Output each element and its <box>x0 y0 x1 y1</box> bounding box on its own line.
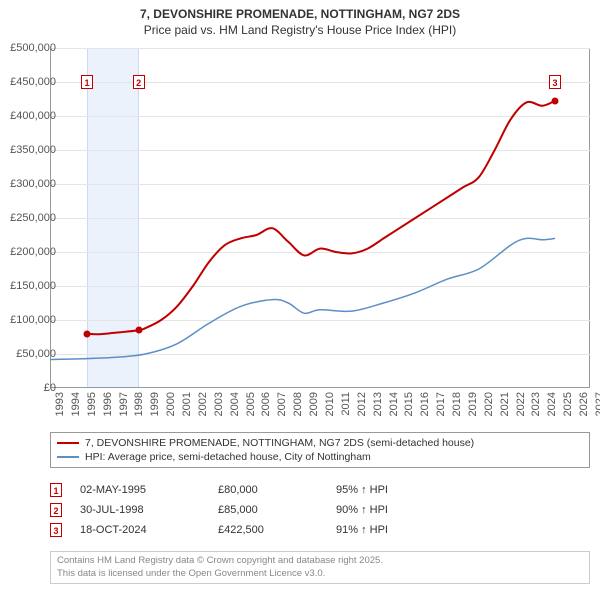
x-tick-label: 2013 <box>372 392 384 416</box>
sales-hpi: 90% ↑ HPI <box>336 504 456 516</box>
price-marker-dot <box>135 327 142 334</box>
x-tick-label: 2021 <box>499 392 511 416</box>
sales-marker: 3 <box>50 523 62 537</box>
y-tick-label: £100,000 <box>6 314 56 326</box>
chart-area: 1 2 3 <box>50 48 590 388</box>
sales-marker: 1 <box>50 483 62 497</box>
legend-swatch <box>57 456 79 458</box>
x-tick-label: 2010 <box>324 392 336 416</box>
x-tick-label: 2027 <box>594 392 600 416</box>
sales-date: 18-OCT-2024 <box>80 524 200 536</box>
y-tick-label: £200,000 <box>6 246 56 258</box>
legend: 7, DEVONSHIRE PROMENADE, NOTTINGHAM, NG7… <box>50 432 590 468</box>
legend-item: 7, DEVONSHIRE PROMENADE, NOTTINGHAM, NG7… <box>57 436 583 450</box>
y-tick-label: £500,000 <box>6 42 56 54</box>
sales-table: 1 02-MAY-1995 £80,000 95% ↑ HPI 2 30-JUL-1998… <box>50 480 590 540</box>
y-tick-label: £450,000 <box>6 76 56 88</box>
x-tick-label: 1995 <box>86 392 98 416</box>
sales-price: £80,000 <box>218 484 318 496</box>
chart-title: 7, DEVONSHIRE PROMENADE, NOTTINGHAM, NG7… <box>0 0 600 38</box>
x-tick-label: 1998 <box>133 392 145 416</box>
x-tick-label: 2015 <box>403 392 415 416</box>
sales-hpi: 91% ↑ HPI <box>336 524 456 536</box>
x-tick-label: 1993 <box>54 392 66 416</box>
x-tick-label: 2025 <box>562 392 574 416</box>
price-marker-box: 3 <box>549 75 561 89</box>
sales-date: 02-MAY-1995 <box>80 484 200 496</box>
legend-label: 7, DEVONSHIRE PROMENADE, NOTTINGHAM, NG7… <box>85 437 474 449</box>
footer-attribution: Contains HM Land Registry data © Crown c… <box>50 551 590 584</box>
x-tick-label: 1999 <box>149 392 161 416</box>
price-marker-box: 2 <box>133 75 145 89</box>
y-tick-label: £50,000 <box>6 348 56 360</box>
y-tick-label: £0 <box>6 382 56 394</box>
title-line-1: 7, DEVONSHIRE PROMENADE, NOTTINGHAM, NG7… <box>0 6 600 22</box>
x-tick-label: 2019 <box>467 392 479 416</box>
x-tick-label: 2004 <box>229 392 241 416</box>
x-tick-label: 2003 <box>213 392 225 416</box>
x-tick-label: 2024 <box>546 392 558 416</box>
legend-item: HPI: Average price, semi-detached house,… <box>57 450 583 464</box>
x-tick-label: 2000 <box>165 392 177 416</box>
x-tick-label: 1996 <box>102 392 114 416</box>
x-tick-label: 2016 <box>419 392 431 416</box>
x-tick-label: 2022 <box>515 392 527 416</box>
y-tick-label: £300,000 <box>6 178 56 190</box>
y-tick-label: £150,000 <box>6 280 56 292</box>
sales-date: 30-JUL-1998 <box>80 504 200 516</box>
sales-price: £85,000 <box>218 504 318 516</box>
sales-price: £422,500 <box>218 524 318 536</box>
y-tick-label: £350,000 <box>6 144 56 156</box>
x-tick-label: 2002 <box>197 392 209 416</box>
price-marker-box: 1 <box>81 75 93 89</box>
x-tick-label: 1997 <box>118 392 130 416</box>
x-tick-label: 2014 <box>388 392 400 416</box>
price-marker-dot <box>552 97 559 104</box>
sales-row: 1 02-MAY-1995 £80,000 95% ↑ HPI <box>50 480 590 500</box>
x-tick-label: 2026 <box>578 392 590 416</box>
sales-row: 2 30-JUL-1998 £85,000 90% ↑ HPI <box>50 500 590 520</box>
sales-hpi: 95% ↑ HPI <box>336 484 456 496</box>
x-tick-label: 2008 <box>292 392 304 416</box>
x-tick-label: 2006 <box>260 392 272 416</box>
series-hpi <box>50 238 555 359</box>
legend-swatch <box>57 442 79 444</box>
x-tick-label: 2007 <box>276 392 288 416</box>
legend-label: HPI: Average price, semi-detached house,… <box>85 451 371 463</box>
x-tick-label: 2012 <box>356 392 368 416</box>
x-tick-label: 2018 <box>451 392 463 416</box>
title-line-2: Price paid vs. HM Land Registry's House … <box>0 22 600 38</box>
sales-row: 3 18-OCT-2024 £422,500 91% ↑ HPI <box>50 520 590 540</box>
sales-marker: 2 <box>50 503 62 517</box>
x-tick-label: 2005 <box>245 392 257 416</box>
x-tick-label: 2001 <box>181 392 193 416</box>
x-tick-label: 2023 <box>530 392 542 416</box>
y-tick-label: £400,000 <box>6 110 56 122</box>
x-tick-label: 2011 <box>340 392 352 416</box>
y-tick-label: £250,000 <box>6 212 56 224</box>
x-tick-label: 1994 <box>70 392 82 416</box>
line-chart-svg <box>50 48 590 388</box>
x-tick-label: 2017 <box>435 392 447 416</box>
x-tick-label: 2020 <box>483 392 495 416</box>
price-marker-dot <box>84 330 91 337</box>
x-tick-label: 2009 <box>308 392 320 416</box>
footer-line-2: This data is licensed under the Open Gov… <box>57 568 583 580</box>
footer-line-1: Contains HM Land Registry data © Crown c… <box>57 555 583 567</box>
series-price_paid <box>87 101 555 335</box>
